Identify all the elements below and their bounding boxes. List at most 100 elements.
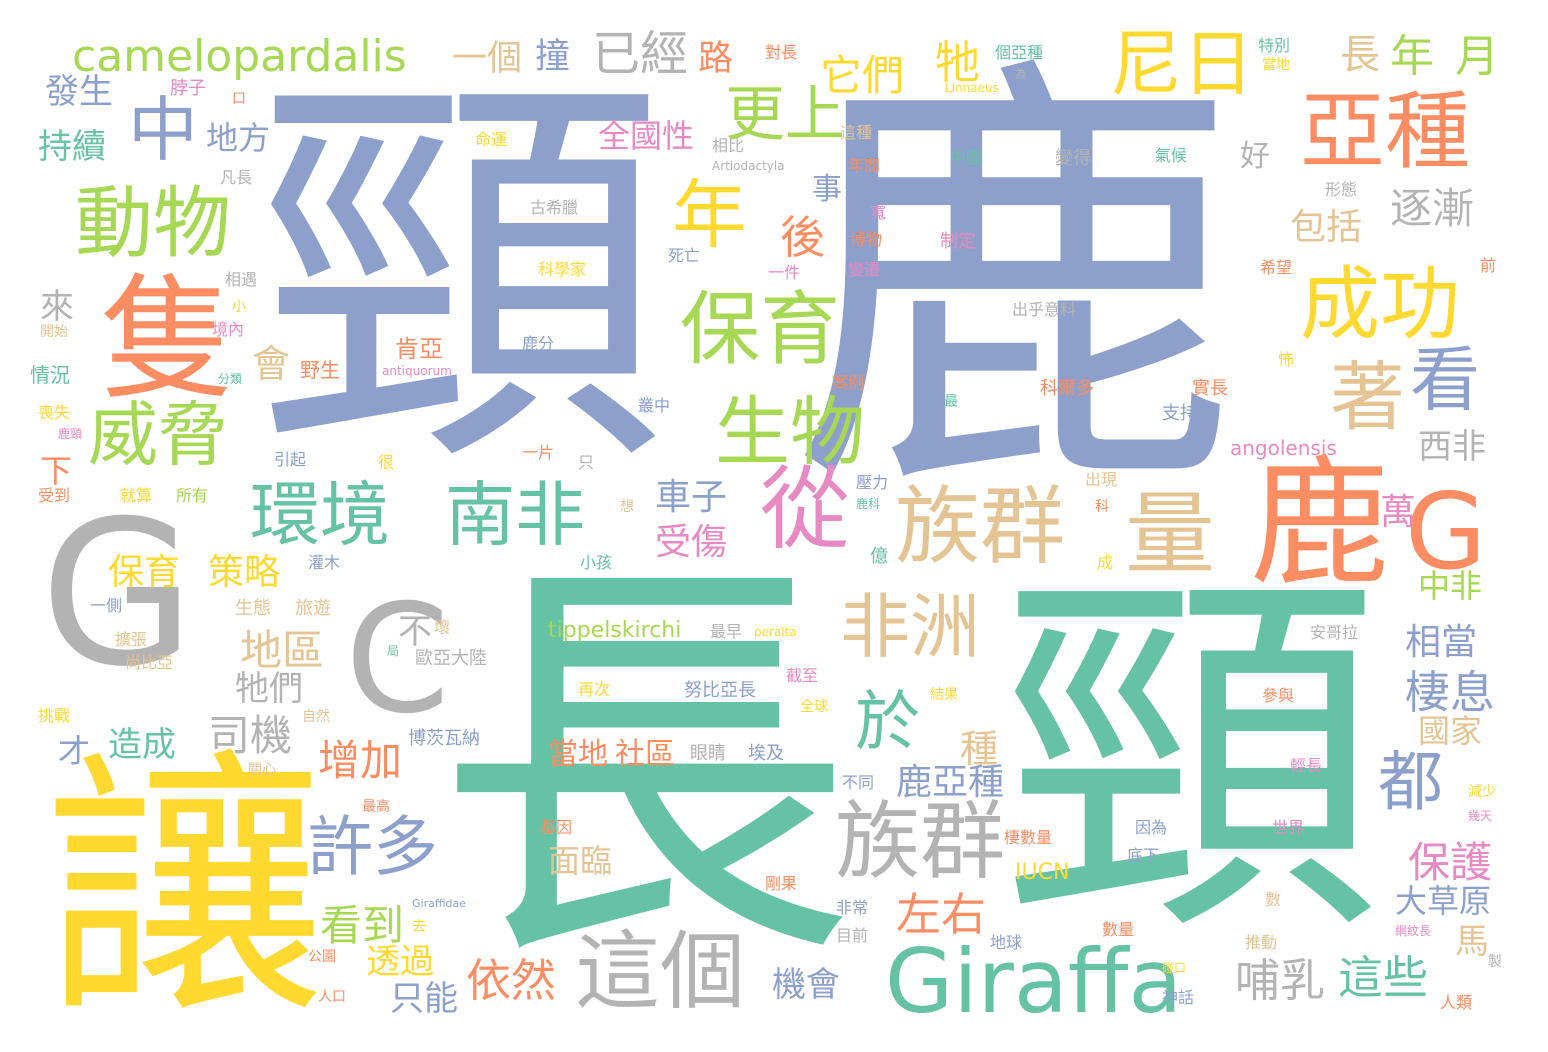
word-127: 小 xyxy=(232,299,246,315)
word-172: 全球 xyxy=(800,699,828,715)
word-9: 隻 xyxy=(100,261,235,418)
word-40: 月 xyxy=(1455,31,1499,82)
word-57: 車子 xyxy=(655,477,728,518)
word-115: 氣候 xyxy=(1155,146,1188,165)
word-142: 引起 xyxy=(274,450,307,469)
word-98: 對長 xyxy=(765,43,798,62)
word-64: 萬 xyxy=(1380,492,1417,533)
word-138: 喪失 xyxy=(38,403,71,422)
word-113: 中國 xyxy=(950,148,983,167)
word-artiodactyla-101: Artiodactyla xyxy=(712,159,785,173)
word-153: 億 xyxy=(870,546,888,567)
word-93: 野生 xyxy=(300,358,340,382)
word-33: 於 xyxy=(855,685,921,760)
word-66: 國家 xyxy=(1418,712,1483,750)
word-14: 量 xyxy=(1125,482,1215,587)
word-203: 人類 xyxy=(1440,993,1473,1012)
word-71: 只能 xyxy=(390,979,458,1019)
word-144: 受到 xyxy=(38,486,71,505)
word-201: 人口 xyxy=(318,989,346,1005)
word-55: 造成 xyxy=(108,725,176,765)
word-31: 許多 xyxy=(308,810,439,885)
word-87: 才 xyxy=(58,732,91,770)
word-camelopardalis-11: camelopardalis xyxy=(72,31,407,82)
word-170: 結果 xyxy=(930,687,958,703)
word-202: 神話 xyxy=(1162,988,1195,1007)
word-17: 從 xyxy=(760,457,850,562)
word-197: 地球 xyxy=(990,933,1023,952)
word-151: 科 xyxy=(1095,499,1109,515)
word-74: 社區 xyxy=(615,737,675,772)
word-61: 包括 xyxy=(1290,207,1363,248)
word-129: 開始 xyxy=(40,324,68,340)
word-110: 當地 xyxy=(1262,57,1290,73)
word-75: 會 xyxy=(252,342,291,386)
word-67: 大草原 xyxy=(1395,882,1492,920)
word-53: 保育 xyxy=(108,552,181,593)
word-183: 幾天 xyxy=(1468,809,1493,823)
word-155: 小孩 xyxy=(580,553,613,572)
word-194: 網紋長 xyxy=(1395,924,1432,938)
word-g-8: G xyxy=(1405,471,1487,593)
word-185: 棲數量 xyxy=(1004,828,1053,847)
word-139: 鹿頸 xyxy=(58,427,83,441)
word-174: 自然 xyxy=(302,709,330,725)
word-77: 牠們 xyxy=(235,669,303,709)
word-162: 局 xyxy=(387,644,400,658)
word-60: 事 xyxy=(812,172,842,207)
word-63: 西非 xyxy=(1418,427,1486,467)
word-169: 截至 xyxy=(786,666,819,685)
word-141: 只 xyxy=(578,453,595,472)
word-133: 科爾多 xyxy=(1040,378,1094,399)
word-100: 相比 xyxy=(712,136,745,155)
word-95: 脖子 xyxy=(170,78,206,99)
word-180: 輕長 xyxy=(1290,756,1323,775)
word-28: 著 xyxy=(1330,353,1406,441)
word-tippelskirchi-89: tippelskirchi xyxy=(548,618,682,643)
word-22: 威脅 xyxy=(88,394,228,476)
word-59: 後 xyxy=(780,211,826,264)
word-12: 族群 xyxy=(895,478,1066,577)
word-107: 為 xyxy=(1015,67,1028,81)
word-26: 年 xyxy=(672,171,748,259)
word-181: 最高 xyxy=(362,799,390,815)
word-188: 底下 xyxy=(1127,846,1160,865)
word-154: 灌木 xyxy=(308,553,341,572)
word-76: 種 xyxy=(960,727,999,771)
word-173: 挑戰 xyxy=(38,706,71,725)
word-45: 這些 xyxy=(1338,951,1429,1004)
word-36: 它們 xyxy=(820,51,905,100)
word-97: 凡長 xyxy=(220,168,253,187)
word-160: 尚比亞 xyxy=(125,653,174,672)
word-62: 好 xyxy=(1240,139,1270,174)
word-177: 眼睛 xyxy=(690,743,726,764)
word-angolensis-90: angolensis xyxy=(1230,436,1337,460)
word-19: 動物 xyxy=(75,179,232,269)
word-41: 逐漸 xyxy=(1390,184,1475,233)
word-164: 最早 xyxy=(710,622,743,641)
word-148: 壓力 xyxy=(856,473,889,492)
word-92: 肯亞 xyxy=(395,335,443,363)
word-175: 博茨瓦納 xyxy=(408,728,480,749)
word-94: 情況 xyxy=(30,363,70,387)
word-g-4: G xyxy=(40,478,195,711)
word-15: 這個 xyxy=(575,923,746,1022)
word-32: 都 xyxy=(1378,745,1444,820)
word-68: 馬 xyxy=(1455,922,1489,962)
word-48: 左右 xyxy=(896,888,987,941)
word-200: 製 xyxy=(1488,954,1502,970)
word-35: 已經 xyxy=(592,26,689,82)
word-78: 發生 xyxy=(45,72,113,112)
word-114: 變得 xyxy=(1055,148,1091,169)
word-168: 努比亞長 xyxy=(684,680,756,701)
word-6: 讓 xyxy=(45,727,325,1052)
word-2: 長 xyxy=(435,525,855,1014)
word-145: 就算 xyxy=(120,486,153,505)
word-79: 持續 xyxy=(38,127,106,167)
word-126: 出乎意料 xyxy=(1012,300,1077,319)
word-linnaeus-108: Linnaeus xyxy=(945,81,999,95)
word-iucn-91: IUCN xyxy=(1015,860,1070,885)
word-3: 頸 xyxy=(1000,538,1380,981)
word-136: 支持 xyxy=(1162,403,1198,424)
word-47: 依然 xyxy=(466,954,557,1007)
